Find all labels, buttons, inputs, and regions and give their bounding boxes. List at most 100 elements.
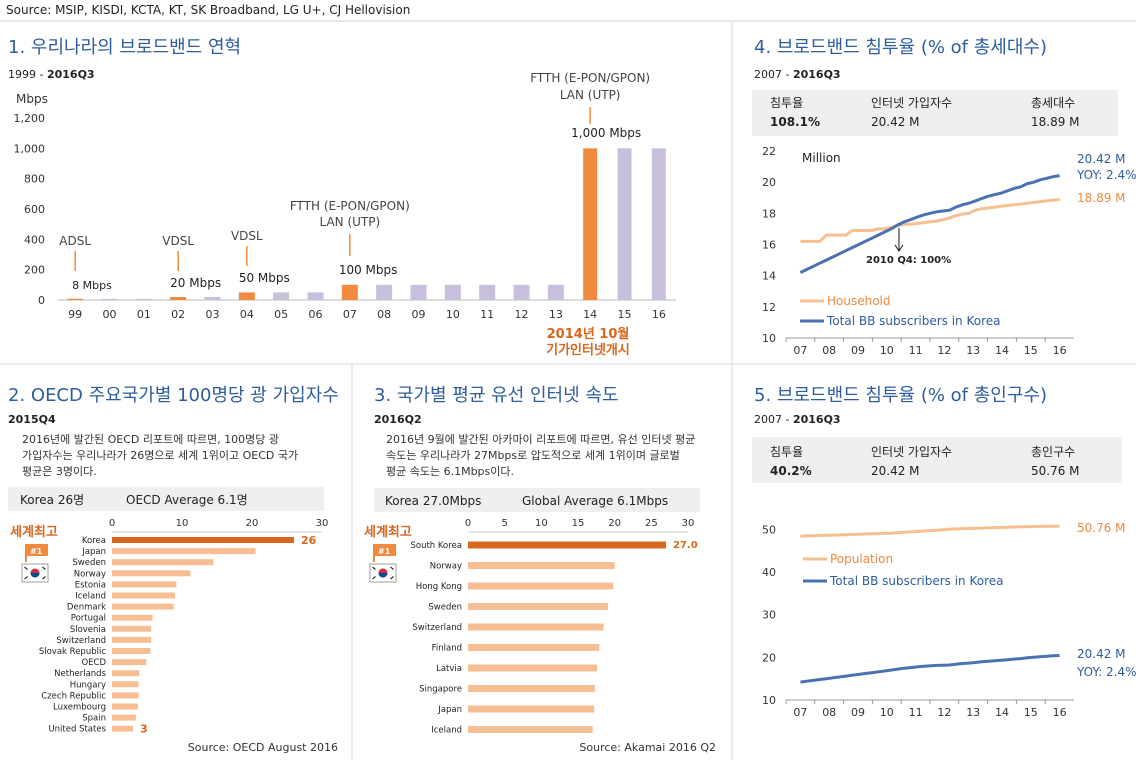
category-label: United States — [48, 725, 106, 735]
bar-01 — [135, 298, 152, 300]
x-tick-label: 15 — [1024, 344, 1038, 357]
panel1-title: 1. 우리나라의 브로드밴드 연혁 — [8, 37, 241, 58]
panel-population-penetration: 5. 브로드밴드 침투율 (% of 총인구수) 2007 - 2016Q3 침… — [752, 385, 1136, 719]
bar-oecd — [112, 659, 147, 666]
panel4-title: 4. 브로드밴드 침투율 (% of 총세대수) — [754, 37, 1047, 58]
panel2-stat-average: OECD Average 6.1명 — [126, 493, 248, 507]
panel3-desc-1: 2016년 9월에 발간된 아카마이 리포트에 따르면, 유선 인터넷 평균 — [386, 433, 695, 446]
panel5-title: 5. 브로드밴드 침투율 (% of 총인구수) — [754, 385, 1047, 406]
category-label: Portugal — [71, 614, 106, 624]
category-label: Slovenia — [70, 625, 106, 635]
category-label: Slovak Republic — [39, 647, 106, 657]
category-label: Estonia — [75, 580, 106, 590]
y-tick-label: 400 — [24, 233, 45, 246]
y-tick-label: 22 — [762, 145, 776, 158]
panel4-period: 2007 - 2016Q3 — [754, 68, 841, 81]
category-label: Luxembourg — [53, 703, 106, 713]
panel4-end-blue-value: 20.42 M — [1077, 152, 1126, 166]
panel3-stat-average: Global Average 6.1Mbps — [522, 494, 668, 508]
x-tick-label: 04 — [240, 308, 254, 321]
panel2-stat-korea: Korea 26명 — [20, 493, 84, 507]
bar-norway — [112, 570, 191, 577]
category-label: Japan — [437, 705, 462, 715]
panel3-source: Source: Akamai 2016 Q2 — [579, 741, 716, 754]
x-tick-label: 15 — [618, 308, 632, 321]
panel3-desc-2: 속도는 우리나라가 27Mbps로 압도적으로 세계 1위이며 글로벌 — [386, 449, 680, 462]
bar-15 — [617, 148, 632, 300]
x-tick-label: 0 — [465, 518, 471, 529]
y-tick-label: 10 — [762, 332, 776, 345]
bar-japan — [112, 548, 256, 555]
bar-finland — [468, 644, 600, 651]
panel-broadband-history: 1. 우리나라의 브로드밴드 연혁 1999 - 2016Q3 Mbps 020… — [8, 37, 676, 358]
panel4-stat-label-3: 총세대수 — [1031, 96, 1075, 110]
y-tick-label: 200 — [24, 264, 45, 277]
bar-estonia — [112, 581, 177, 588]
panel4-end-orange-value: 18.89 M — [1077, 191, 1126, 205]
bar-05 — [273, 292, 290, 300]
panel4-stat-label-2: 인터넷 가입자수 — [871, 96, 952, 110]
category-label: Sweden — [428, 603, 462, 613]
x-tick-label: 09 — [851, 706, 865, 719]
annotation-speed: 8 Mbps — [72, 279, 112, 292]
annotation-speed: 20 Mbps — [170, 276, 221, 290]
panel5-end-blue-yoy: YOY: 2.4% — [1076, 665, 1136, 679]
category-label: South Korea — [410, 541, 462, 551]
x-tick-label: 11 — [480, 308, 494, 321]
panel5-stat-box — [752, 437, 1122, 483]
series-line-1 — [800, 654, 1060, 684]
category-label: Netherlands — [54, 669, 106, 679]
bar-south-korea — [468, 541, 666, 549]
bar-sweden — [112, 559, 214, 566]
y-tick-label: 30 — [762, 609, 776, 622]
panel4-unit: Million — [802, 151, 841, 165]
x-tick-label: 30 — [682, 518, 695, 529]
category-label: Czech Republic — [41, 691, 106, 701]
panel4-end-blue-yoy: YOY: 2.4% — [1076, 168, 1136, 182]
korea-value-label: 26 — [301, 534, 317, 547]
category-label: Iceland — [75, 592, 106, 602]
panel2-stat-box — [8, 487, 324, 511]
panel3-stat-box — [374, 488, 700, 512]
bar-netherlands — [112, 670, 140, 677]
x-tick-label: 00 — [103, 308, 117, 321]
bar-korea — [112, 537, 294, 543]
bar-portugal — [112, 614, 153, 621]
bar-10 — [444, 284, 461, 300]
legend-label-subscribers: Total BB subscribers in Korea — [826, 314, 1000, 328]
category-label: Switzerland — [56, 636, 106, 646]
panel2-source: Source: OECD August 2016 — [188, 741, 338, 754]
y-tick-label: 20 — [762, 176, 776, 189]
panel1-bars — [67, 148, 666, 300]
annotation-label: LAN (UTP) — [560, 88, 621, 102]
panel4-stat-value-2: 20.42 M — [871, 115, 920, 129]
panel2-world-best: 세계최고 — [10, 525, 58, 540]
series-line-0 — [800, 524, 1060, 538]
panel5-stat-label-1: 침투율 — [770, 445, 803, 459]
bar-slovenia — [112, 625, 152, 632]
x-tick-label: 10 — [880, 344, 894, 357]
panel5-stat-value-3: 50.76 M — [1031, 464, 1080, 478]
panel5-stat-label-2: 인터넷 가입자수 — [871, 445, 952, 459]
bar-iceland — [112, 592, 175, 599]
x-tick-label: 11 — [909, 706, 923, 719]
x-tick-label: 5 — [501, 518, 507, 529]
bar-latvia — [468, 664, 598, 672]
bar-hungary — [112, 681, 139, 688]
bar-slovak-republic — [112, 648, 151, 654]
bar-luxembourg — [112, 703, 138, 710]
panel5-stat-label-3: 총인구수 — [1031, 445, 1075, 459]
bar-14 — [583, 148, 598, 300]
series-line-0 — [800, 198, 1060, 243]
x-tick-label: 08 — [377, 308, 391, 321]
panel1-period: 1999 - 2016Q3 — [8, 68, 95, 81]
x-tick-label: 09 — [851, 344, 865, 357]
bar-norway — [468, 562, 615, 569]
bar-switzerland — [112, 636, 152, 643]
panel-oecd-fibre: 2. OECD 주요국가별 100명당 광 가입자수 2015Q4 2016년에… — [8, 385, 339, 754]
y-tick-label: 16 — [762, 239, 776, 252]
y-tick-label: 0 — [38, 294, 45, 307]
panel2-korean-flag-icon — [21, 563, 49, 583]
